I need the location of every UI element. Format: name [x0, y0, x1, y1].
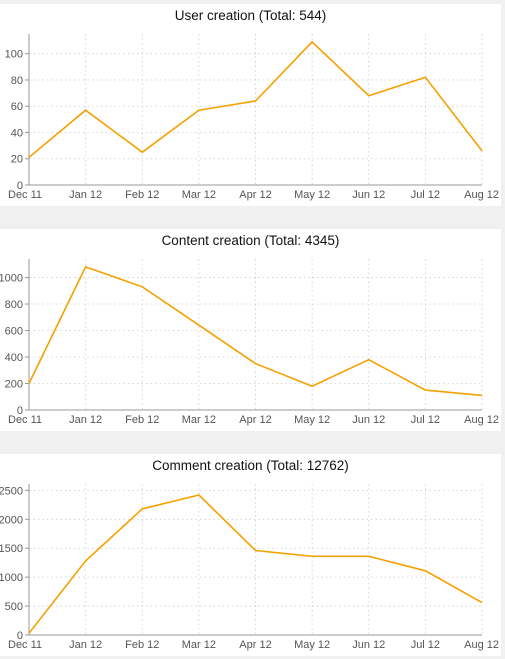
x-tick-label: Jul 12	[411, 189, 440, 201]
y-tick-label: 80	[11, 75, 23, 87]
y-tick-label: 1000	[0, 273, 23, 285]
y-tick-label: 2500	[0, 485, 23, 497]
x-tick-label: Jul 12	[411, 414, 440, 426]
chart-title: Content creation (Total: 4345)	[161, 233, 340, 248]
y-tick-label: 0	[17, 630, 23, 642]
x-tick-label: Jan 12	[69, 414, 102, 426]
chart-title: Comment creation (Total: 12762)	[152, 458, 349, 473]
x-tick-label: Apr 12	[239, 414, 271, 426]
x-tick-label: Jan 12	[69, 189, 102, 201]
y-tick-label: 0	[17, 405, 23, 417]
series-line	[28, 40, 483, 159]
y-tick-label: 40	[11, 127, 23, 139]
y-tick-label: 800	[5, 299, 23, 311]
y-tick-label: 1000	[0, 572, 23, 584]
y-tick-label: 100	[5, 49, 23, 61]
comment-creation-chart: 0 500 1000 1500 2000 2500 Dec 11 Jan 12 Feb 12 Ma…	[0, 484, 499, 651]
y-tick-label: 1500	[0, 543, 23, 555]
x-tick-label: Dec 11	[8, 639, 42, 651]
content-creation-panel: Content creation (Total: 4345) 0 200 400 60…	[0, 229, 501, 431]
chart-title: User creation (Total: 544)	[174, 8, 327, 23]
x-tick-label: Jun 12	[352, 639, 385, 651]
y-tick-label: 2000	[0, 514, 23, 526]
user-creation-panel: User creation (Total: 544) 0 20 40 60 80 100 D…	[0, 4, 501, 206]
x-tick-label: Mar 12	[182, 639, 216, 651]
x-tick-label: Jun 12	[352, 414, 385, 426]
series-line	[28, 494, 483, 634]
x-tick-label: Mar 12	[182, 414, 216, 426]
y-tick-label: 20	[11, 154, 23, 166]
y-tick-label: 600	[5, 326, 23, 338]
x-tick-label: Aug 12	[464, 414, 499, 426]
x-tick-label: Dec 11	[8, 414, 42, 426]
x-tick-label: May 12	[294, 414, 330, 426]
y-tick-label: 500	[5, 601, 23, 613]
x-tick-label: May 12	[294, 639, 330, 651]
x-tick-label: Feb 12	[125, 189, 159, 201]
content-creation-chart: 0 200 400 600 800 1000 Dec 11 Jan 12 Feb 12 Mar 1…	[0, 259, 499, 426]
x-tick-label: Dec 11	[8, 189, 42, 201]
x-tick-label: Jul 12	[411, 639, 440, 651]
x-tick-label: Mar 12	[182, 189, 216, 201]
y-tick-label: 0	[17, 180, 23, 192]
x-tick-label: Aug 12	[464, 189, 499, 201]
y-tick-label: 400	[5, 352, 23, 364]
x-tick-label: Aug 12	[464, 639, 499, 651]
x-tick-label: Feb 12	[125, 639, 159, 651]
comment-creation-panel: Comment creation (Total: 12762) 0 500 1000…	[0, 454, 501, 656]
y-tick-label: 60	[11, 101, 23, 113]
x-tick-label: Feb 12	[125, 414, 159, 426]
user-creation-chart: 0 20 40 60 80 100 Dec 11 Jan 12 Feb 12 Mar 12 Apr …	[5, 34, 499, 201]
series-line	[28, 265, 483, 397]
x-tick-label: Apr 12	[239, 639, 271, 651]
x-tick-label: Jun 12	[352, 189, 385, 201]
x-tick-label: Jan 12	[69, 639, 102, 651]
x-tick-label: May 12	[294, 189, 330, 201]
y-tick-label: 200	[5, 379, 23, 391]
x-tick-label: Apr 12	[239, 189, 271, 201]
